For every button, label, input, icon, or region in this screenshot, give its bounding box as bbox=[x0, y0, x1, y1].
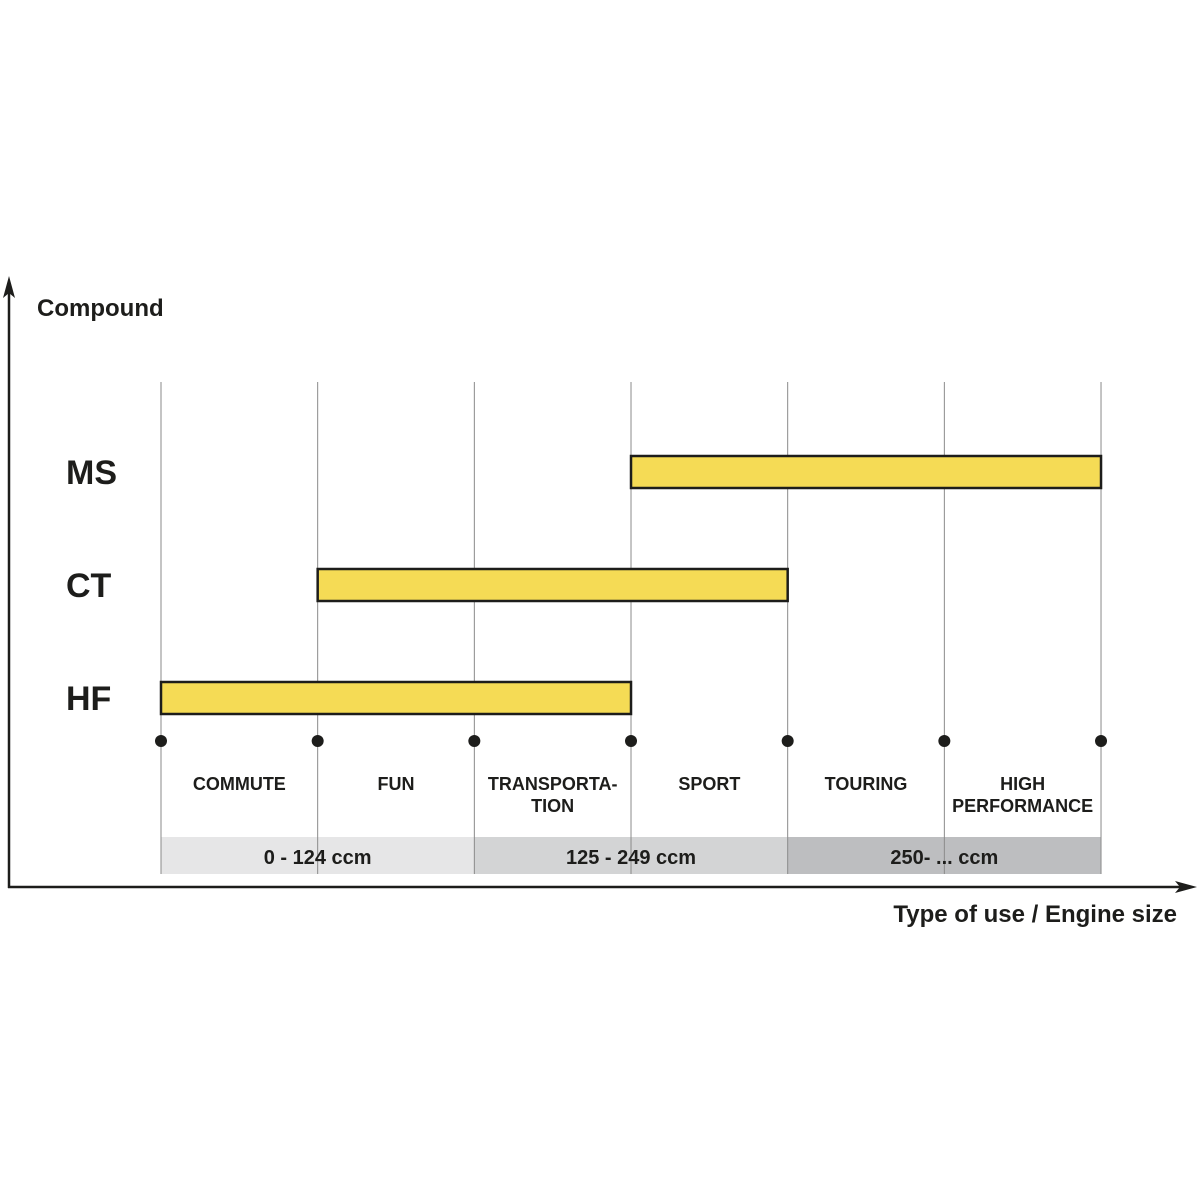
category-marker bbox=[311, 735, 324, 747]
category-label: HIGH PERFORMANCE bbox=[952, 774, 1093, 816]
axes bbox=[3, 276, 1197, 893]
compound-label-hf: HF bbox=[66, 680, 111, 718]
bar-ct bbox=[316, 567, 789, 603]
category-marker bbox=[625, 735, 638, 747]
engine-range-label: 0 - 124 ccm bbox=[264, 847, 372, 869]
bar-hf bbox=[159, 680, 633, 716]
category-marker bbox=[938, 735, 951, 747]
category-label: FUN bbox=[378, 774, 415, 794]
category-markers bbox=[155, 735, 1108, 747]
category-label: COMMUTE bbox=[193, 774, 286, 794]
category-marker bbox=[781, 735, 794, 747]
category-marker bbox=[468, 735, 481, 747]
category-labels: COMMUTE FUN TRANSPORTA-TION SPORT TOURING HIG… bbox=[193, 774, 1093, 816]
category-marker bbox=[155, 735, 167, 747]
category-label: TRANSPORTA-TION bbox=[488, 774, 618, 816]
y-axis-title: Compound bbox=[37, 295, 164, 322]
compound-labels: MS CT HF bbox=[66, 454, 117, 718]
category-label: SPORT bbox=[678, 774, 740, 794]
category-marker bbox=[1095, 735, 1108, 747]
engine-range-label: 125 - 249 ccm bbox=[566, 847, 696, 869]
x-axis-arrow bbox=[1175, 881, 1197, 893]
compound-label-ct: CT bbox=[66, 567, 112, 605]
compound-bars bbox=[159, 454, 1103, 716]
engine-range-labels: 0 - 124 ccm 125 - 249 ccm 250- ... ccm bbox=[264, 847, 999, 869]
bar-ms bbox=[629, 454, 1103, 490]
compound-label-ms: MS bbox=[66, 454, 117, 492]
engine-range-label: 250- ... ccm bbox=[890, 847, 998, 869]
x-axis-title: Type of use / Engine size bbox=[893, 901, 1177, 928]
category-label: TOURING bbox=[825, 774, 908, 794]
y-axis-arrow bbox=[3, 276, 15, 298]
